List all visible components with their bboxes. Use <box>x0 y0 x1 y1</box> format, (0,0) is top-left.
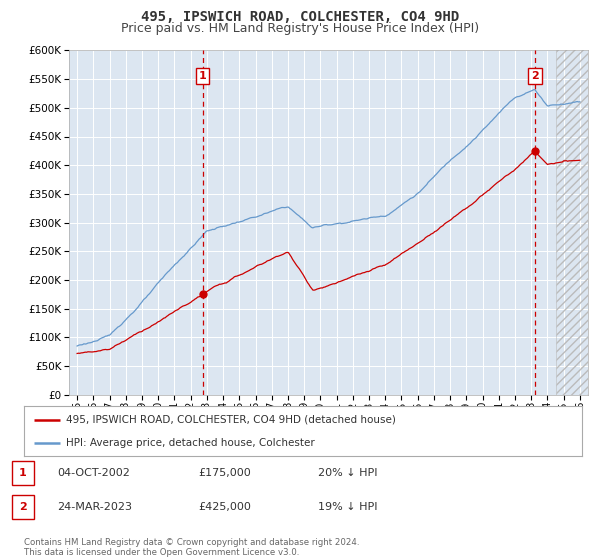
Text: 495, IPSWICH ROAD, COLCHESTER, CO4 9HD (detached house): 495, IPSWICH ROAD, COLCHESTER, CO4 9HD (… <box>66 414 396 424</box>
Text: 24-MAR-2023: 24-MAR-2023 <box>57 502 132 512</box>
Text: 19% ↓ HPI: 19% ↓ HPI <box>318 502 377 512</box>
Text: 2: 2 <box>19 502 26 512</box>
Text: 1: 1 <box>19 468 26 478</box>
Text: 1: 1 <box>199 71 206 81</box>
Text: 20% ↓ HPI: 20% ↓ HPI <box>318 468 377 478</box>
Text: £175,000: £175,000 <box>198 468 251 478</box>
Text: 2: 2 <box>531 71 539 81</box>
Text: Contains HM Land Registry data © Crown copyright and database right 2024.
This d: Contains HM Land Registry data © Crown c… <box>24 538 359 557</box>
Text: HPI: Average price, detached house, Colchester: HPI: Average price, detached house, Colc… <box>66 438 314 448</box>
Text: Price paid vs. HM Land Registry's House Price Index (HPI): Price paid vs. HM Land Registry's House … <box>121 22 479 35</box>
Text: £425,000: £425,000 <box>198 502 251 512</box>
Text: 495, IPSWICH ROAD, COLCHESTER, CO4 9HD: 495, IPSWICH ROAD, COLCHESTER, CO4 9HD <box>141 10 459 24</box>
Text: 04-OCT-2002: 04-OCT-2002 <box>57 468 130 478</box>
